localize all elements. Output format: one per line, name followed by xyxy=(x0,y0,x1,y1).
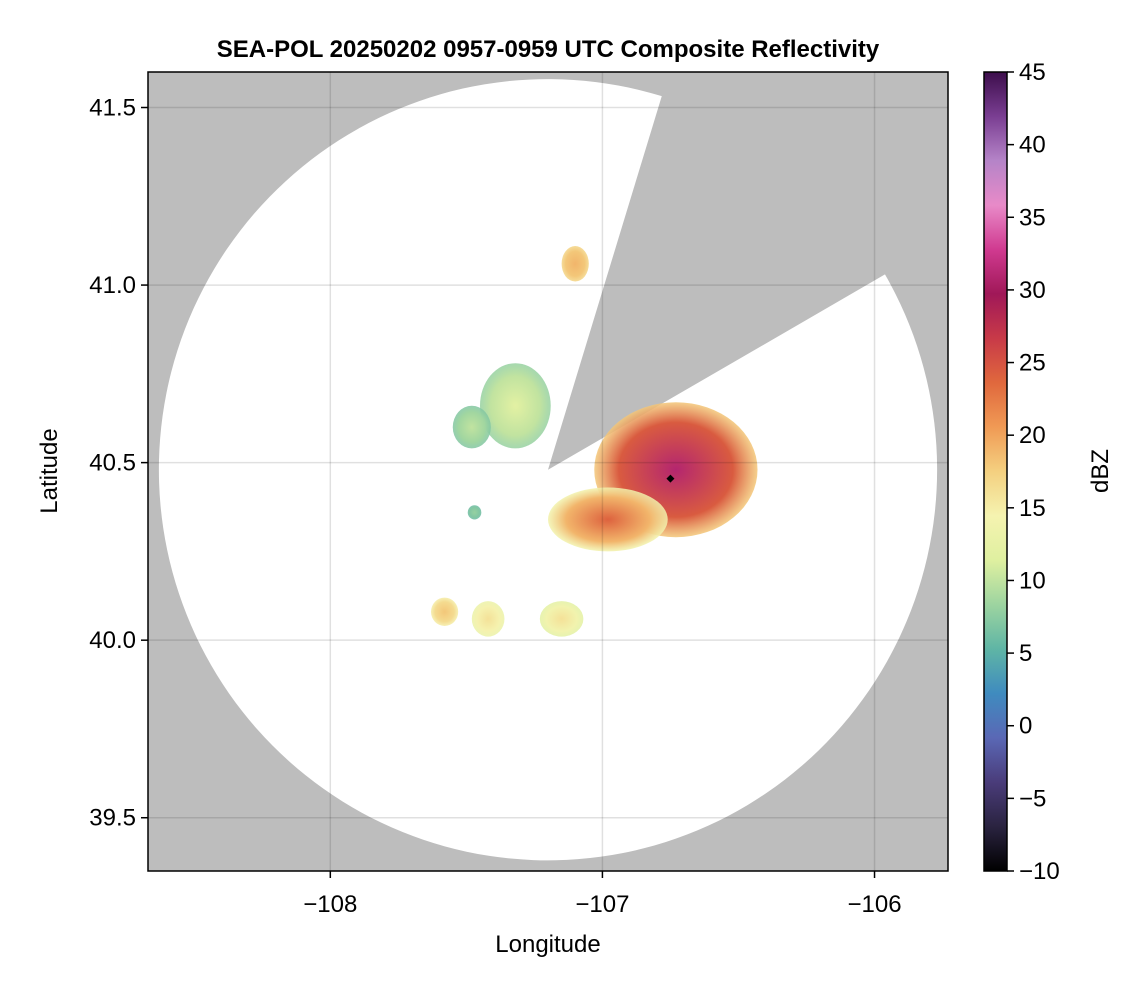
colorbar-tick-label: 45 xyxy=(1019,59,1046,86)
radar-site-marker xyxy=(666,474,675,483)
y-axis-label: Latitude xyxy=(36,428,63,513)
y-tick-label: 41.5 xyxy=(89,95,136,122)
echo-south-cell-2 xyxy=(539,601,584,637)
grid-lines xyxy=(148,72,948,871)
x-axis-ticks: −108 −107 −106 xyxy=(303,871,902,918)
y-tick-label: 39.5 xyxy=(89,805,136,832)
y-tick-label: 40.0 xyxy=(89,627,136,654)
colorbar-tick-label: 20 xyxy=(1019,422,1046,449)
x-tick-label: −108 xyxy=(303,891,357,918)
colorbar-tick-label: 30 xyxy=(1019,277,1046,304)
plot-frame xyxy=(147,71,949,872)
echo-north-cluster xyxy=(479,363,551,449)
echo-west-blob xyxy=(467,505,482,520)
x-axis-label: Longitude xyxy=(495,931,600,958)
colorbar-tick-label: 15 xyxy=(1019,495,1046,522)
echo-layer xyxy=(430,246,758,637)
echo-southwest-band xyxy=(548,487,668,552)
colorbar-tick-label: 0 xyxy=(1019,713,1032,740)
colorbar: −10 −5 0 5 10 15 20 25 30 35 40 45 dBZ xyxy=(983,59,1114,885)
x-tick-label: −106 xyxy=(847,891,901,918)
echo-west-cluster xyxy=(452,405,491,449)
colorbar-tick-label: −5 xyxy=(1019,785,1046,812)
x-tick-label: −107 xyxy=(575,891,629,918)
colorbar-gradient xyxy=(983,71,1008,872)
y-tick-label: 40.5 xyxy=(89,450,136,477)
echo-south-cell-1 xyxy=(471,601,505,637)
y-axis-ticks: 39.5 40.0 40.5 41.0 41.5 xyxy=(89,95,148,832)
colorbar-tick-label: 40 xyxy=(1019,132,1046,159)
chart-title: SEA-POL 20250202 0957-0959 UTC Composite… xyxy=(217,36,880,63)
echo-south-cell-3 xyxy=(430,597,459,626)
colorbar-label: dBZ xyxy=(1087,449,1114,493)
colorbar-ticks: −10 −5 0 5 10 15 20 25 30 35 40 45 xyxy=(1007,59,1060,885)
plot-area xyxy=(148,72,948,871)
colorbar-tick-label: 10 xyxy=(1019,567,1046,594)
colorbar-tick-label: −10 xyxy=(1019,858,1060,885)
echo-north-sliver xyxy=(561,246,589,282)
colorbar-tick-label: 35 xyxy=(1019,204,1046,231)
radar-coverage-area xyxy=(158,79,938,861)
colorbar-tick-label: 5 xyxy=(1019,640,1032,667)
colorbar-tick-label: 25 xyxy=(1019,350,1046,377)
y-tick-label: 41.0 xyxy=(89,272,136,299)
